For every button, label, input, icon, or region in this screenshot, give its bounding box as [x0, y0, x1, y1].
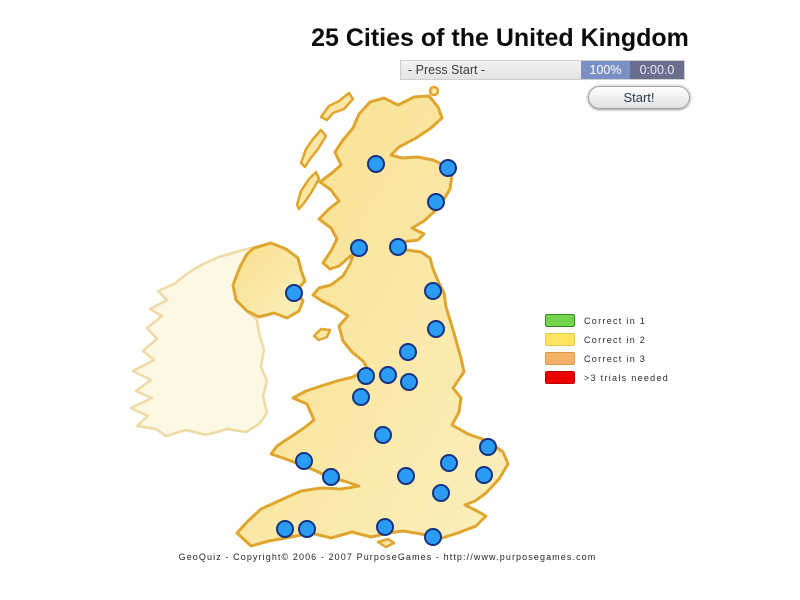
hebrides-north-island	[299, 128, 328, 169]
city-dot[interactable]	[295, 452, 313, 470]
city-dot[interactable]	[424, 528, 442, 546]
city-dot[interactable]	[439, 159, 457, 177]
start-button[interactable]: Start!	[588, 86, 690, 109]
legend-swatch-correct-1	[545, 314, 575, 327]
legend-label: Correct in 3	[584, 353, 647, 364]
orkney-island	[319, 91, 355, 122]
city-dot[interactable]	[350, 239, 368, 257]
status-bar: - Press Start - 100% 0:00.0	[400, 60, 685, 80]
city-dot[interactable]	[432, 484, 450, 502]
legend-row: >3 trials needed	[545, 368, 669, 387]
city-dot[interactable]	[427, 193, 445, 211]
legend-row: Correct in 3	[545, 349, 669, 368]
legend-label: Correct in 1	[584, 315, 647, 326]
ireland-landmass	[129, 245, 269, 438]
city-dot[interactable]	[379, 366, 397, 384]
city-dot[interactable]	[376, 518, 394, 536]
city-dot[interactable]	[399, 343, 417, 361]
legend-row: Correct in 2	[545, 330, 669, 349]
progress-percent: 100%	[581, 61, 630, 79]
city-dots-layer	[276, 155, 497, 546]
city-dot[interactable]	[374, 426, 392, 444]
legend-row: Correct in 1	[545, 311, 669, 330]
city-dot[interactable]	[367, 155, 385, 173]
city-dot[interactable]	[440, 454, 458, 472]
city-dot[interactable]	[285, 284, 303, 302]
legend-swatch-trials-needed	[545, 371, 575, 384]
northern-ireland-landmass	[231, 241, 307, 320]
small-north-island	[428, 85, 440, 97]
city-dot[interactable]	[427, 320, 445, 338]
city-dot[interactable]	[276, 520, 294, 538]
city-dot[interactable]	[389, 238, 407, 256]
footer-credits: GeoQuiz - Copyright© 2006 - 2007 Purpose…	[178, 552, 597, 562]
city-dot[interactable]	[298, 520, 316, 538]
city-dot[interactable]	[397, 467, 415, 485]
isle-of-wight	[376, 537, 396, 549]
hebrides-south-island	[295, 170, 321, 211]
city-dot[interactable]	[322, 468, 340, 486]
city-dot[interactable]	[400, 373, 418, 391]
city-dot[interactable]	[424, 282, 442, 300]
legend: Correct in 1 Correct in 2 Correct in 3 >…	[545, 311, 669, 387]
city-dot[interactable]	[352, 388, 370, 406]
isle-of-man	[312, 327, 332, 342]
legend-label: >3 trials needed	[584, 372, 670, 383]
timer-display: 0:00.0	[630, 61, 684, 79]
legend-label: Correct in 2	[584, 334, 647, 345]
status-message: - Press Start -	[401, 61, 581, 79]
city-dot[interactable]	[475, 466, 493, 484]
page-title: 25 Cities of the United Kingdom	[311, 24, 689, 52]
legend-swatch-correct-3	[545, 352, 575, 365]
city-dot[interactable]	[357, 367, 375, 385]
legend-swatch-correct-2	[545, 333, 575, 346]
city-dot[interactable]	[479, 438, 497, 456]
